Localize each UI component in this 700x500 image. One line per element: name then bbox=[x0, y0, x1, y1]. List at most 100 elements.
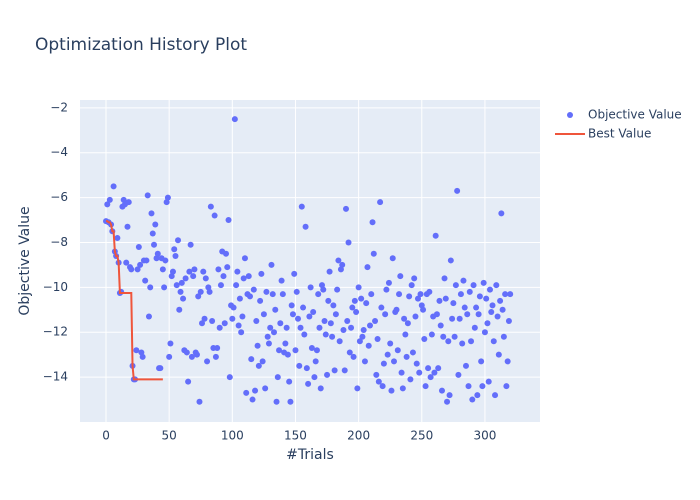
x-tick-label: 100 bbox=[221, 429, 244, 443]
point bbox=[404, 320, 411, 327]
point bbox=[197, 288, 204, 295]
point bbox=[226, 374, 233, 381]
point bbox=[258, 270, 265, 277]
point bbox=[169, 268, 176, 275]
point bbox=[479, 383, 486, 390]
point bbox=[265, 340, 272, 347]
point bbox=[384, 351, 391, 358]
point bbox=[134, 266, 141, 273]
y-tick-label: −8 bbox=[50, 235, 68, 249]
point bbox=[272, 306, 279, 313]
point bbox=[370, 250, 377, 257]
point bbox=[183, 349, 190, 356]
marks bbox=[103, 116, 514, 405]
point bbox=[221, 320, 228, 327]
point bbox=[124, 223, 131, 230]
point bbox=[305, 380, 312, 387]
point bbox=[320, 286, 327, 293]
point bbox=[110, 183, 117, 190]
point bbox=[283, 324, 290, 331]
point bbox=[200, 268, 207, 275]
point bbox=[135, 243, 142, 250]
point bbox=[204, 358, 211, 365]
point bbox=[470, 282, 477, 289]
point bbox=[387, 340, 394, 347]
point bbox=[254, 342, 261, 349]
point bbox=[361, 358, 368, 365]
point bbox=[176, 306, 183, 313]
point bbox=[257, 297, 264, 304]
point bbox=[427, 374, 434, 381]
point bbox=[241, 255, 248, 262]
point bbox=[142, 277, 149, 284]
point bbox=[236, 295, 243, 302]
point bbox=[390, 358, 397, 365]
point bbox=[238, 329, 245, 336]
point bbox=[167, 340, 174, 347]
point bbox=[330, 302, 337, 309]
point bbox=[364, 264, 371, 271]
point bbox=[450, 300, 457, 307]
point bbox=[188, 353, 195, 360]
point bbox=[398, 369, 405, 376]
point bbox=[104, 201, 111, 208]
point bbox=[454, 187, 461, 194]
point bbox=[147, 284, 154, 291]
point bbox=[196, 398, 203, 405]
point bbox=[279, 291, 286, 298]
point bbox=[460, 277, 467, 284]
point bbox=[480, 279, 487, 286]
point bbox=[216, 324, 223, 331]
point bbox=[445, 338, 452, 345]
point bbox=[268, 261, 275, 268]
point bbox=[206, 288, 213, 295]
point bbox=[354, 385, 361, 392]
point bbox=[342, 205, 349, 212]
point bbox=[239, 313, 246, 320]
point bbox=[474, 392, 481, 399]
point bbox=[282, 340, 289, 347]
point bbox=[397, 273, 404, 280]
point bbox=[255, 362, 262, 369]
point bbox=[488, 309, 495, 316]
point bbox=[481, 329, 488, 336]
point bbox=[505, 318, 512, 325]
point bbox=[149, 230, 156, 237]
point bbox=[284, 351, 291, 358]
y-tick-label: −2 bbox=[50, 100, 68, 114]
legend-label: Best Value bbox=[588, 127, 651, 141]
point bbox=[298, 203, 305, 210]
point bbox=[159, 266, 166, 273]
point bbox=[457, 291, 464, 298]
point bbox=[420, 306, 427, 313]
point bbox=[446, 392, 453, 399]
point bbox=[178, 279, 185, 286]
point bbox=[143, 257, 150, 264]
point bbox=[223, 250, 230, 257]
point bbox=[286, 378, 293, 385]
point bbox=[411, 275, 418, 282]
point bbox=[484, 320, 491, 327]
point bbox=[144, 192, 151, 199]
point bbox=[161, 284, 168, 291]
grid bbox=[80, 100, 540, 422]
point bbox=[412, 313, 419, 320]
point bbox=[406, 293, 413, 300]
point bbox=[137, 261, 144, 268]
point bbox=[489, 302, 496, 309]
point bbox=[436, 297, 443, 304]
point bbox=[296, 362, 303, 369]
point bbox=[186, 268, 193, 275]
point bbox=[335, 257, 342, 264]
point bbox=[212, 353, 219, 360]
point bbox=[331, 367, 338, 374]
point bbox=[369, 219, 376, 226]
point bbox=[344, 318, 351, 325]
point bbox=[187, 241, 194, 248]
point bbox=[341, 367, 348, 374]
point bbox=[502, 291, 509, 298]
point bbox=[301, 331, 308, 338]
point bbox=[233, 282, 240, 289]
point bbox=[444, 398, 451, 405]
point bbox=[152, 221, 159, 228]
